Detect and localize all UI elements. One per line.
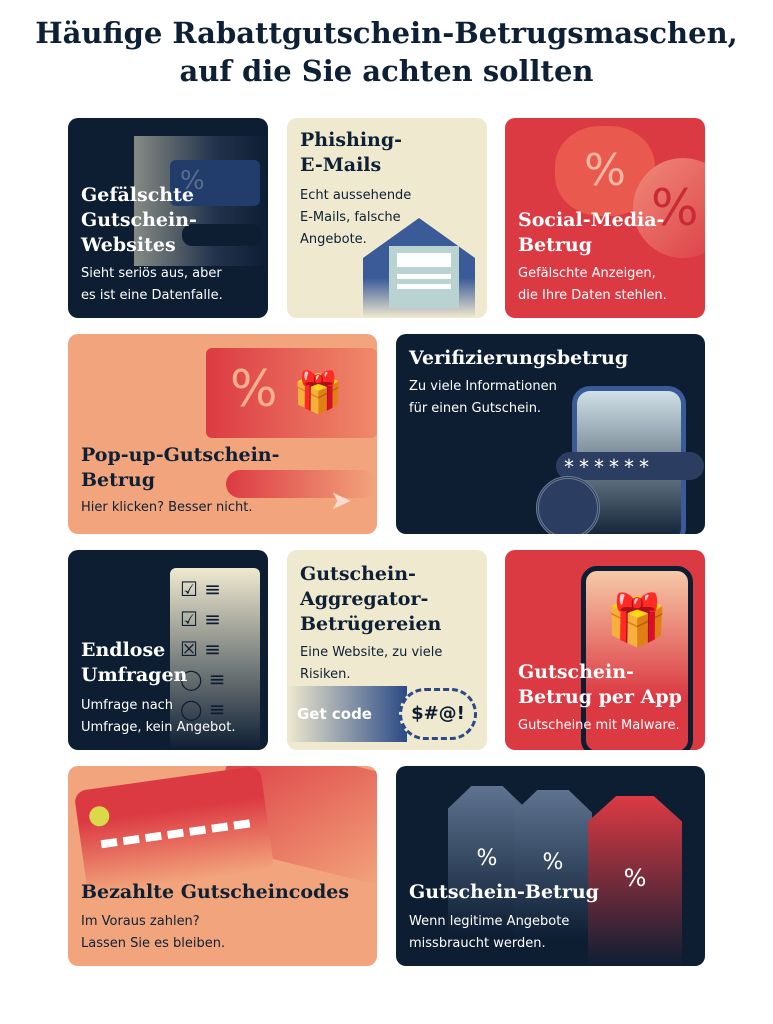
card-description: Gutscheine mit Malware.: [518, 718, 680, 733]
card-description: Wenn legitime Angebote missbraucht werde…: [409, 914, 570, 951]
card-description: Hier klicken? Besser nicht.: [81, 500, 253, 515]
card-title: Gefälschte Gutschein- Websites: [81, 184, 197, 256]
card-title: Verifizierungsbetrug: [409, 347, 629, 369]
card-paid-coupon-codes: Bezahlte Gutscheincodes Im Voraus zahlen…: [68, 766, 377, 966]
card-endless-surveys: ☑ ≡ ☑ ≡ ☒ ≡ ◯ ≡ ◯ ≡ Endlose Umfragen Umfrage…: [68, 550, 268, 750]
cursor-icon: ➤: [330, 486, 352, 516]
credit-card-icon: [73, 766, 275, 896]
card-description: Umfrage nach Umfrage, kein Angebot.: [81, 698, 236, 735]
card-description: Eine Website, zu viele Risiken.: [300, 645, 443, 682]
card-title: Bezahlte Gutscheincodes: [81, 881, 350, 903]
card-aggregator-scams: Get code $#@! Gutschein- Aggregator- Bet…: [287, 550, 487, 750]
popup-bar: [226, 470, 377, 498]
browser-coupon-illustration: %: [134, 136, 268, 266]
get-code-button: Get code: [287, 686, 407, 742]
card-verification-scam: ****** Verifizierungsbetrug Zu viele Inf…: [396, 334, 705, 534]
price-tag-icon: %: [588, 796, 682, 966]
card-title: Social-Media- Betrug: [518, 209, 665, 256]
card-coupon-scam: % % % Gutschein-Betrug Wenn legitime Ang…: [396, 766, 705, 966]
card-description: Zu viele Informationen für einen Gutsche…: [409, 379, 557, 416]
card-title: Pop-up-Gutschein- Betrug: [81, 444, 280, 491]
password-field: ******: [556, 452, 704, 480]
survey-checklist-icon: ☑ ≡ ☑ ≡ ☒ ≡ ◯ ≡ ◯ ≡: [170, 568, 260, 750]
card-app-coupon-scam: 🎁 Gutschein- Betrug per App Gutscheine m…: [505, 550, 705, 750]
card-popup-coupon-scam: % 🎁 ➤ Pop-up-Gutschein- Betrug Hier klic…: [68, 334, 377, 534]
coupon-ticket-icon: % 🎁: [206, 348, 377, 438]
page-title: Häufige Rabattgutschein-Betrugsmaschen, …: [35, 16, 738, 88]
card-title: Gutschein- Betrug per App: [518, 661, 682, 708]
scrambled-code: $#@!: [399, 688, 477, 740]
price-tag-icon: %: [514, 790, 592, 940]
fingerprint-icon: [536, 476, 600, 534]
card-description: Gefälschte Anzeigen, die Ihre Daten steh…: [518, 266, 667, 303]
card-social-media-scam: % % Social-Media- Betrug Gefälschte Anze…: [505, 118, 705, 318]
phone-gift-icon: 🎁: [581, 566, 693, 750]
card-phishing-emails: Phishing- E-Mails Echt aussehende E-Mail…: [287, 118, 487, 318]
price-tag-icon: %: [448, 786, 526, 936]
card-title: Phishing- E-Mails: [300, 129, 403, 176]
card-description: Sieht seriös aus, aber es ist eine Daten…: [81, 266, 223, 303]
card-description: Im Voraus zahlen? Lassen Sie es bleiben.: [81, 914, 226, 951]
card-title: Gutschein-Betrug: [409, 881, 599, 903]
card-title: Endlose Umfragen: [81, 639, 188, 686]
card-description: Echt aussehende E-Mails, falsche Angebot…: [300, 188, 412, 247]
percent-circle-icon: %: [633, 158, 705, 258]
card-title: Gutschein- Aggregator- Betrügereien: [300, 563, 442, 635]
card-fake-coupon-websites: % Gefälschte Gutschein- Websites Sieht s…: [68, 118, 268, 318]
